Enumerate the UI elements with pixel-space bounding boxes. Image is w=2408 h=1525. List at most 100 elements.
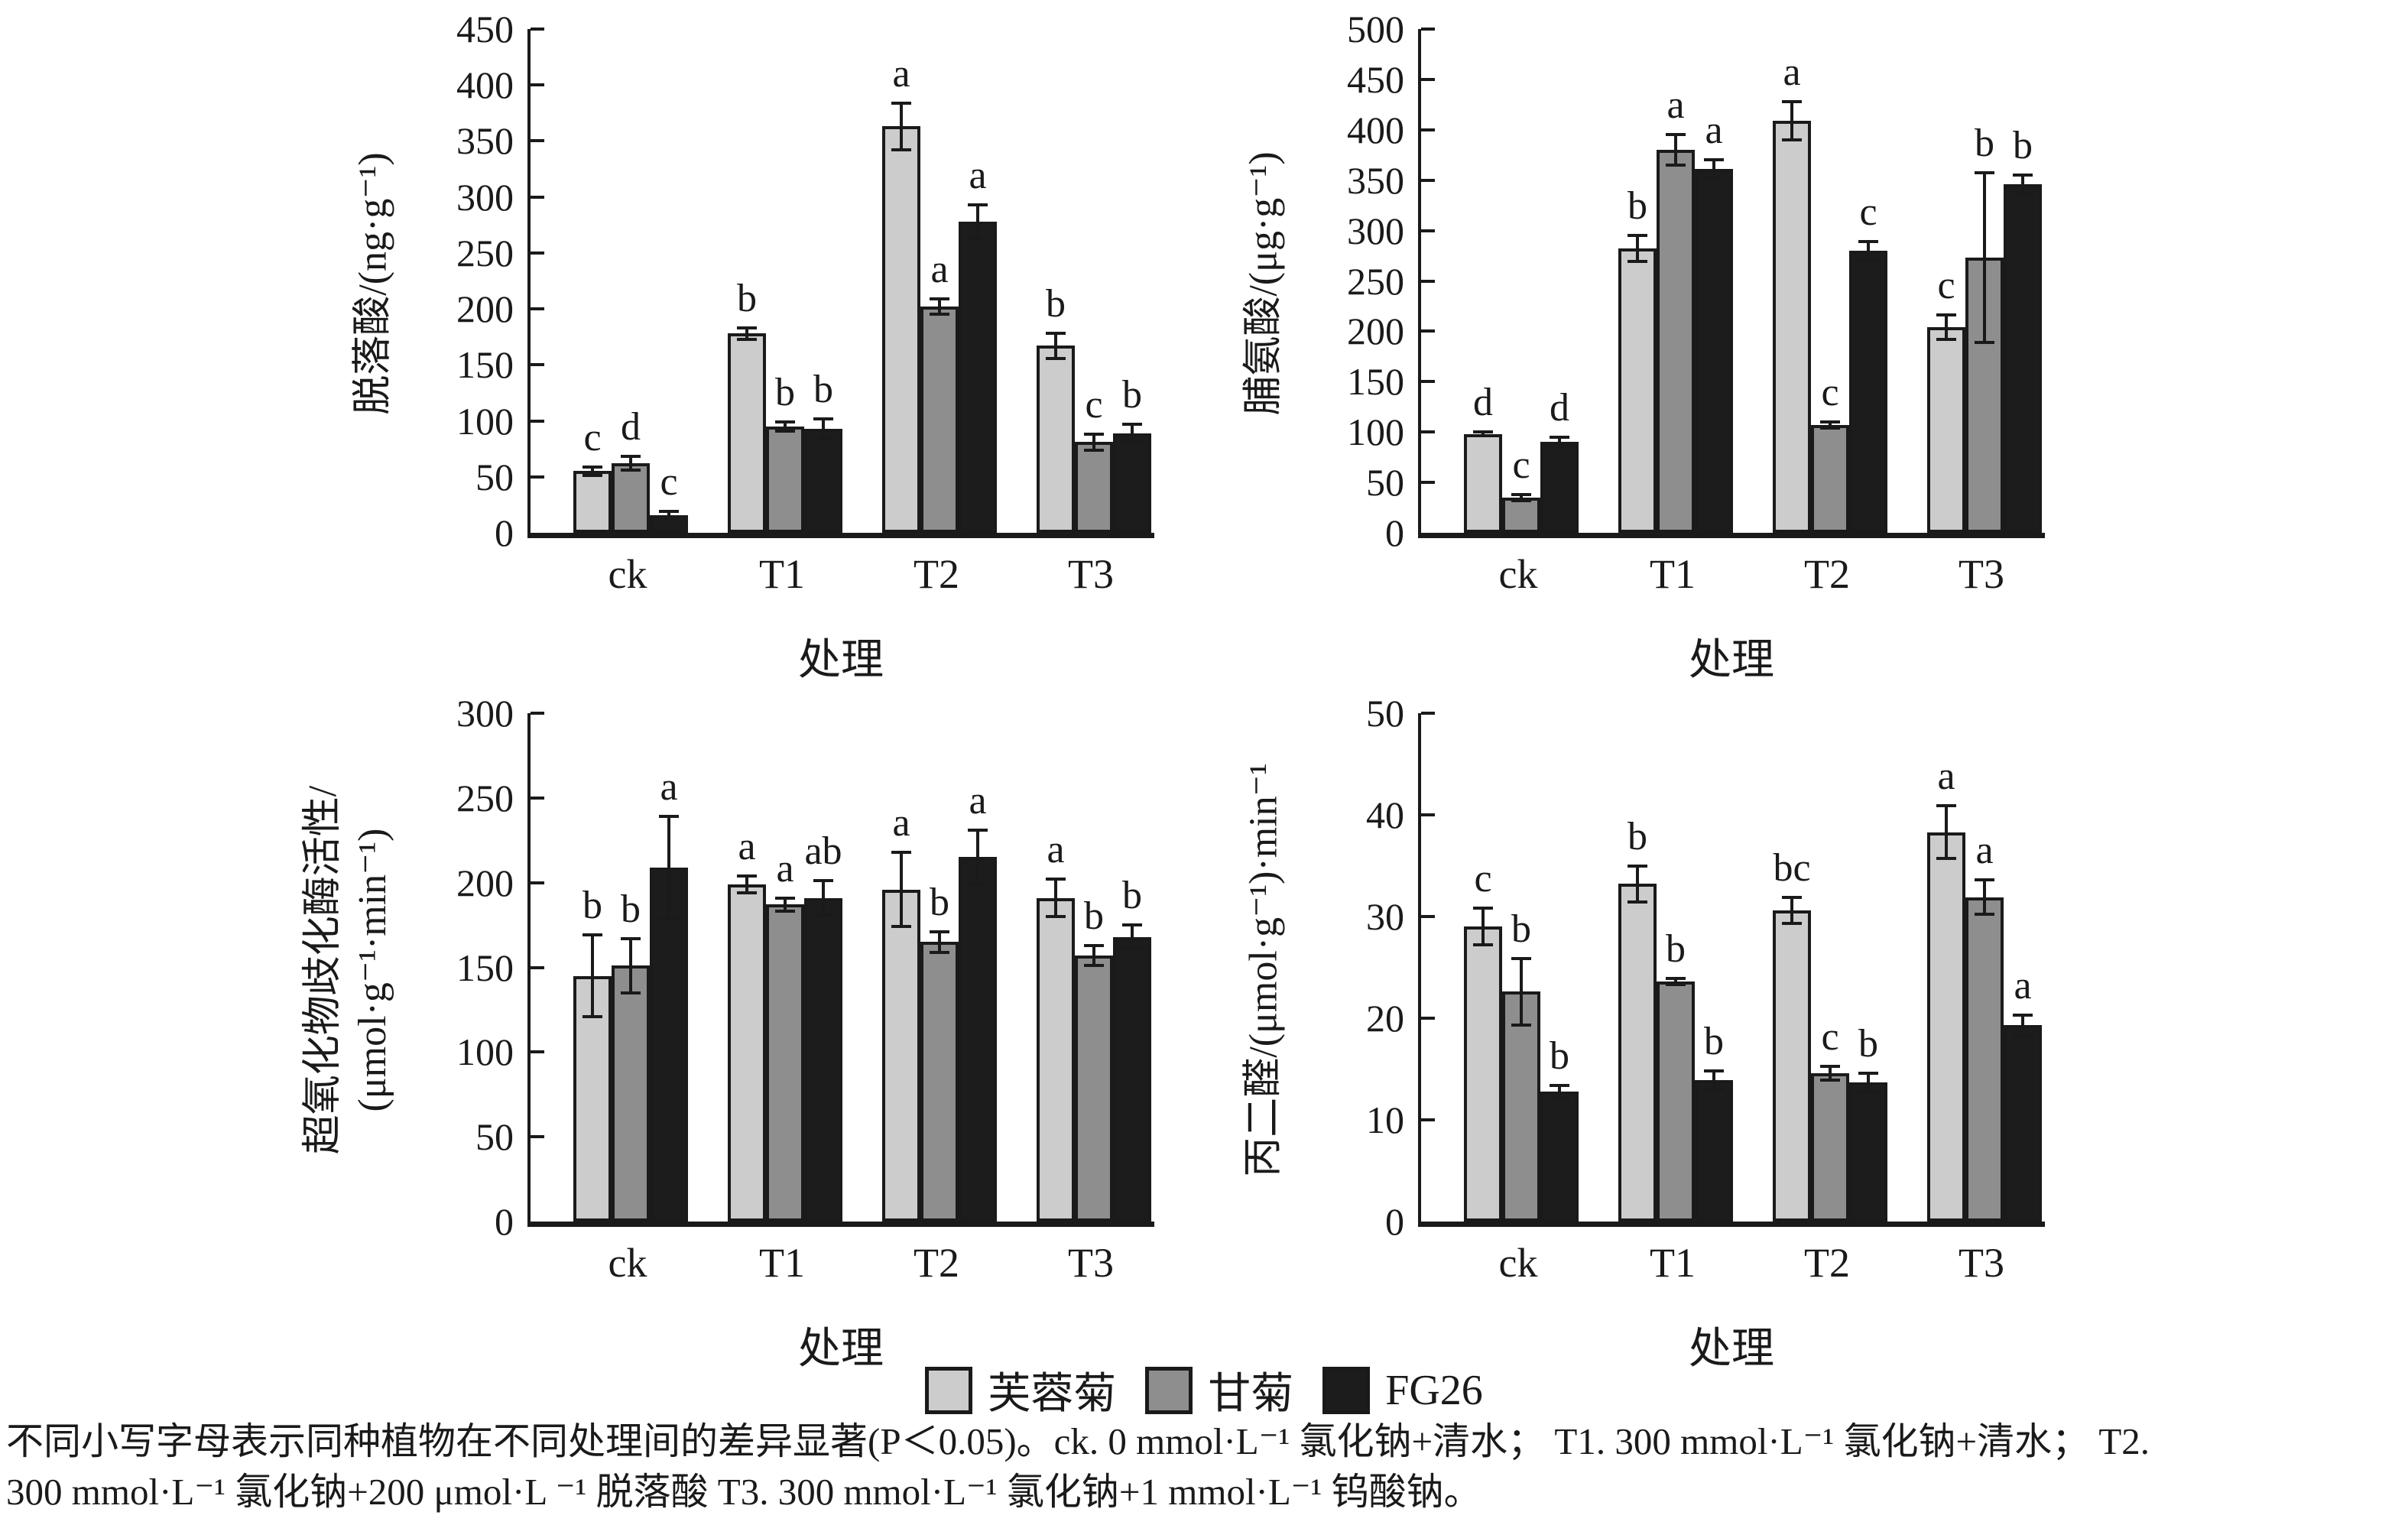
sig-letter: d: [1550, 385, 1569, 430]
error-bar-cap: [813, 913, 833, 917]
y-tick-mark: [531, 28, 544, 31]
y-tick-label: 200: [1347, 310, 1404, 353]
error-bar-cap: [737, 874, 757, 878]
bar: [1113, 433, 1151, 533]
x-tick-label: T1: [1650, 1240, 1696, 1286]
error-bar-cap: [659, 815, 679, 819]
error-bar: [822, 881, 825, 915]
x-axis-title: 处理: [1689, 1325, 1774, 1373]
x-tick-label: ck: [608, 1240, 647, 1286]
sig-letter: c: [1821, 371, 1839, 415]
error-bar: [629, 456, 632, 470]
error-bar: [1131, 925, 1134, 949]
y-tick-mark: [1421, 128, 1435, 131]
error-bar: [591, 466, 594, 476]
sig-letter: a: [660, 765, 678, 810]
error-bar-cap: [930, 297, 949, 300]
plot-area: 0 50 100 150 200 250 300 350 400 450 500 d c d b a a a c c c…: [1347, 8, 2045, 554]
legend-swatch-black: [1322, 1366, 1371, 1414]
error-bar-cap: [891, 850, 911, 854]
error-bar: [1712, 1071, 1715, 1090]
error-bar: [1131, 423, 1134, 443]
y-tick-mark: [1421, 813, 1435, 816]
bar: [1618, 248, 1657, 533]
error-bar-cap: [1820, 426, 1840, 430]
error-bar-cap: [775, 910, 795, 913]
y-tick-label: 200: [456, 287, 514, 331]
error-bar-cap: [1473, 430, 1493, 434]
error-bar-cap: [1122, 422, 1142, 426]
sig-letter: a: [892, 800, 910, 845]
plot-column: 0 50 100 150 200 250 300 350 400 450 c d c b b b a a a b c b …: [456, 8, 1154, 687]
caption-line-2: 300 mmol·L⁻¹ 氯化钠+200 μmol·L ⁻¹ 脱落酸 T3. 3…: [6, 1470, 1481, 1513]
bar: [728, 884, 766, 1222]
sig-letter: b: [1704, 1020, 1724, 1064]
error-bar-cap: [737, 326, 757, 330]
sig-letter: c: [583, 415, 602, 459]
error-bar: [1520, 958, 1523, 1026]
y-tick-label: 30: [1366, 895, 1404, 938]
y-tick-label: 50: [475, 1115, 514, 1159]
error-bar-cap: [1858, 240, 1878, 244]
bar: [1618, 884, 1657, 1222]
error-bar: [1829, 1066, 1832, 1081]
y-axis-title-line: 丙二醛/(μmol·g⁻¹)·min⁻¹: [1241, 763, 1285, 1177]
error-bar-cap: [813, 879, 833, 883]
error-bar-cap: [968, 236, 988, 240]
y-tick-label: 50: [475, 455, 514, 498]
y-tick-label: 0: [1385, 1200, 1404, 1243]
x-tick-label: T2: [1804, 1240, 1850, 1286]
error-bar: [1092, 434, 1095, 450]
sig-letter: c: [1474, 857, 1492, 901]
error-bar: [1558, 1085, 1561, 1098]
error-bar-cap: [968, 828, 988, 832]
sig-letter: a: [892, 51, 910, 96]
error-bar: [1481, 432, 1485, 436]
x-tick-label: T3: [1959, 551, 2004, 597]
error-bar: [1092, 945, 1095, 966]
error-bar: [1054, 879, 1057, 917]
error-bar-cap: [1666, 983, 1686, 987]
error-bar-cap: [1975, 878, 1994, 882]
error-bar-cap: [1704, 1069, 1724, 1073]
x-axis-title: 处理: [1689, 637, 1774, 684]
bar: [2004, 183, 2042, 533]
error-bar-cap: [1122, 923, 1142, 927]
sig-letter: b: [1628, 814, 1647, 858]
y-tick-mark: [1421, 1118, 1435, 1121]
error-bar-cap: [2013, 1033, 2033, 1037]
y-axis-title-text: 脱落酸/(ng·g⁻¹): [348, 152, 398, 414]
y-tick-mark: [1421, 77, 1435, 81]
bar: [1502, 991, 1540, 1222]
error-bar: [900, 852, 903, 927]
legend-item-furongju: 芙蓉菊: [925, 1359, 1116, 1421]
y-tick-label: 50: [1366, 461, 1404, 505]
sig-letter: c: [1821, 1014, 1839, 1059]
error-bar: [629, 938, 632, 993]
bar: [804, 428, 842, 533]
error-bar: [1712, 160, 1715, 179]
sig-letter: a: [1666, 83, 1685, 128]
bar: [1773, 120, 1811, 533]
error-bar-cap: [621, 991, 641, 994]
bar: [1927, 832, 1965, 1222]
bar: [766, 426, 804, 533]
x-axis-title: 处理: [798, 1325, 884, 1373]
error-bar-cap: [930, 313, 949, 316]
x-tick-label: T2: [914, 551, 959, 597]
error-bar-cap: [2013, 174, 2033, 177]
y-tick-label: 20: [1366, 997, 1404, 1040]
sig-letter: b: [1046, 282, 1066, 326]
sig-letter: c: [1512, 443, 1530, 487]
error-bar-cap: [659, 516, 679, 520]
sig-letter: d: [1473, 381, 1493, 425]
y-tick-mark: [1421, 229, 1435, 232]
y-axis-title-text: 超氧化物歧化酶活性/(μmol·g⁻¹·min⁻¹): [298, 786, 398, 1154]
bar: [1037, 346, 1075, 533]
error-bar-cap: [1782, 99, 1802, 103]
error-bar-cap: [1936, 804, 1956, 808]
error-bar-cap: [583, 474, 602, 478]
error-bar: [1636, 235, 1639, 262]
error-bar-cap: [1858, 1071, 1878, 1075]
legend-item-fg26: FG26: [1322, 1366, 1483, 1415]
